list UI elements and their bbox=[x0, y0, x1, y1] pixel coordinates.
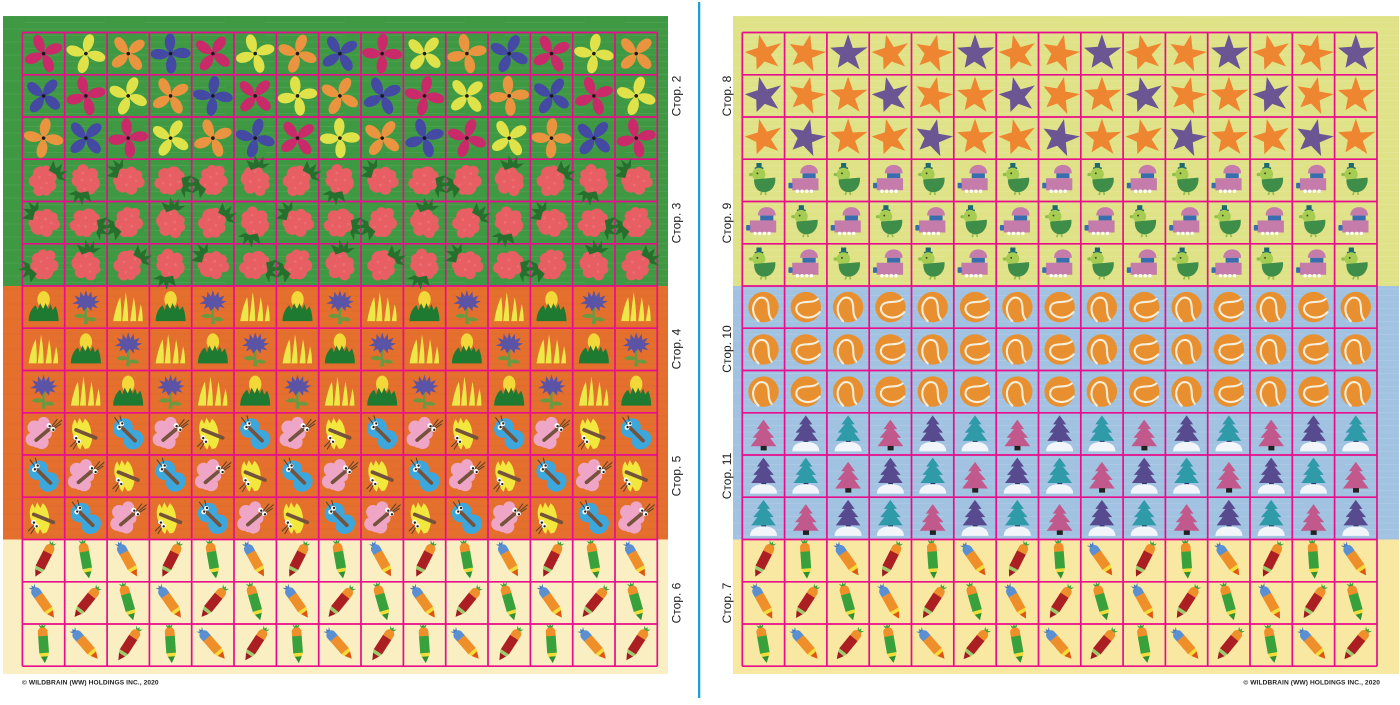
svg-text:Стор. 9: Стор. 9 bbox=[720, 202, 734, 243]
svg-text:Стор. 3: Стор. 3 bbox=[670, 202, 684, 243]
svg-text:Стор. 11: Стор. 11 bbox=[720, 452, 734, 499]
svg-text:Стор. 4: Стор. 4 bbox=[670, 328, 684, 369]
svg-text:Стор. 8: Стор. 8 bbox=[720, 75, 734, 116]
svg-text:Стор. 7: Стор. 7 bbox=[720, 582, 734, 623]
svg-text:Стор. 5: Стор. 5 bbox=[670, 455, 684, 496]
svg-text:© WILDBRAIN (WW) HOLDINGS INC.: © WILDBRAIN (WW) HOLDINGS INC., 2020 bbox=[22, 679, 159, 687]
svg-text:Стор. 10: Стор. 10 bbox=[720, 325, 734, 373]
svg-text:© WILDBRAIN (WW) HOLDINGS INC.: © WILDBRAIN (WW) HOLDINGS INC., 2020 bbox=[1243, 679, 1380, 687]
svg-text:Стор. 6: Стор. 6 bbox=[670, 582, 684, 623]
svg-text:Стор. 2: Стор. 2 bbox=[670, 75, 684, 116]
